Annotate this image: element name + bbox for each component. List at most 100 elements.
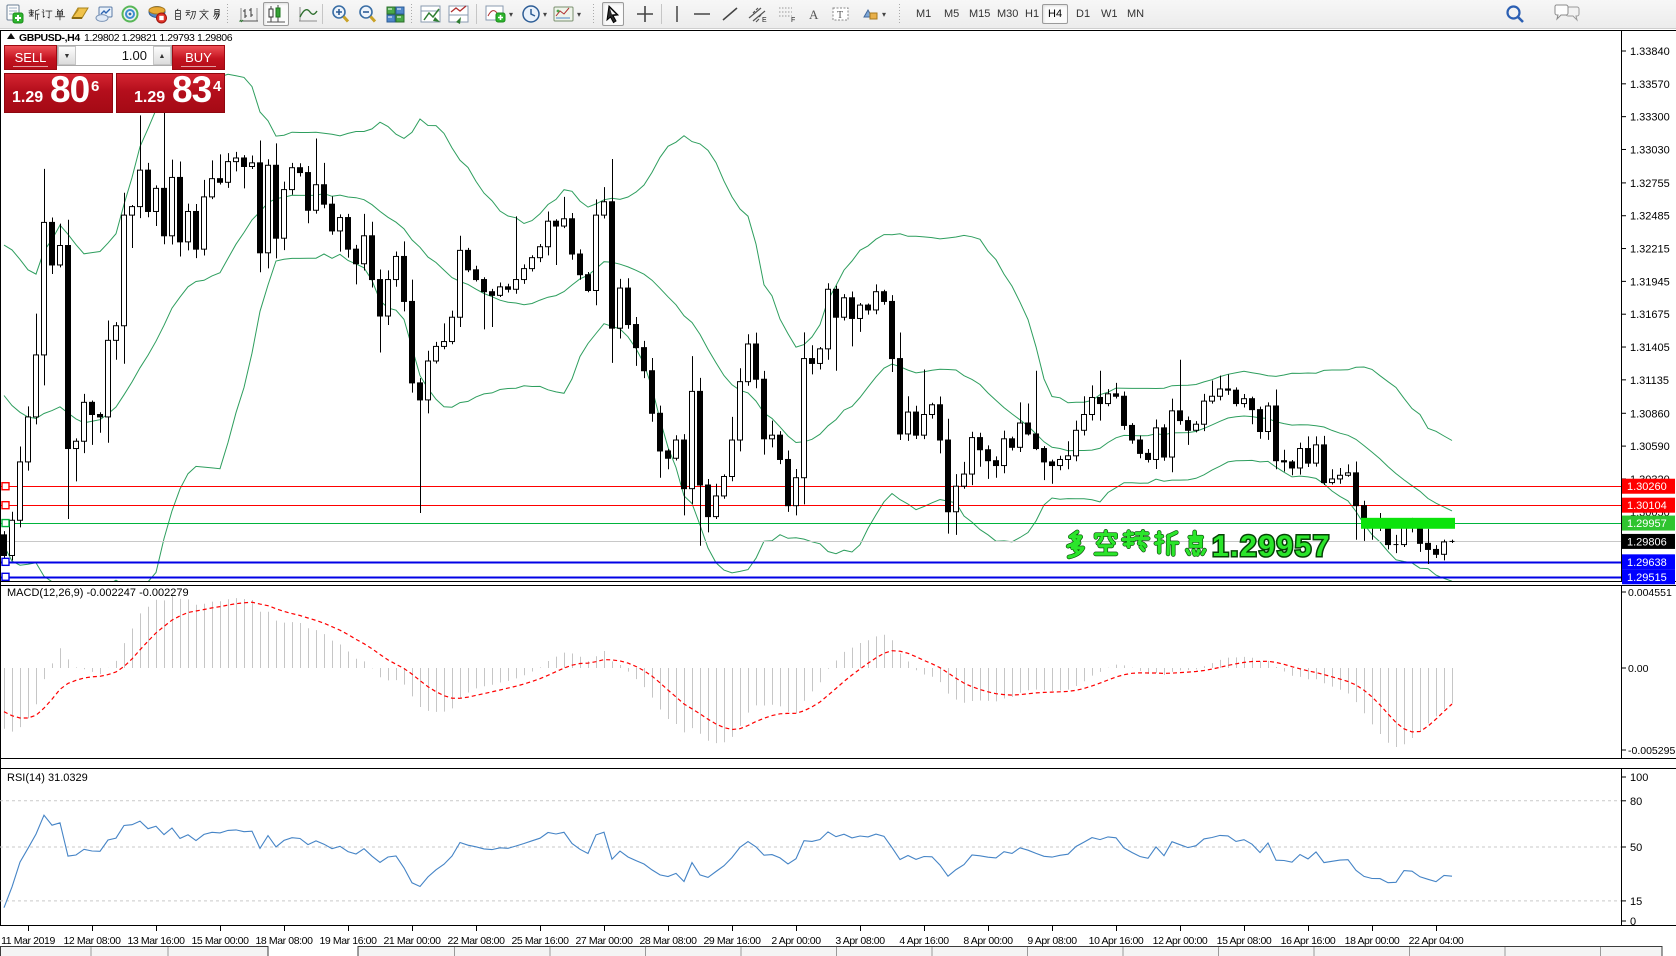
history-center-button[interactable] xyxy=(68,2,92,26)
candle-body-bull xyxy=(1209,395,1215,402)
channel-tool-button[interactable]: E xyxy=(745,2,771,26)
hline-handle[interactable] xyxy=(1,482,10,491)
signals-button[interactable] xyxy=(119,2,141,26)
candle-body-bull xyxy=(113,325,119,341)
trendline-icon xyxy=(722,7,738,21)
tab-timeframe-m5[interactable]: M5 xyxy=(944,8,960,20)
candle-body-bull xyxy=(825,288,831,350)
candle-body-bear xyxy=(1129,424,1135,441)
bar-chart-icon xyxy=(239,8,258,23)
candle-body-bear xyxy=(193,210,199,250)
candle-body-bull xyxy=(1313,444,1319,464)
candle-body-bear xyxy=(665,450,671,459)
add-indicator-dropdown[interactable]: ▾ xyxy=(509,9,514,19)
volume-decrease-button[interactable]: ▼ xyxy=(58,46,76,65)
clock-icon xyxy=(522,5,540,23)
collapse-triangle-icon[interactable] xyxy=(7,33,15,39)
zoom-out-button[interactable] xyxy=(355,2,381,26)
tab-timeframe-w1[interactable]: W1 xyxy=(1101,8,1118,20)
candle-body-bear xyxy=(889,300,895,360)
text-label-tool-button[interactable]: T xyxy=(829,2,853,26)
crosshair-tool-button[interactable] xyxy=(633,2,657,26)
hline-handle[interactable] xyxy=(1,557,10,567)
period-dropdown[interactable]: ▾ xyxy=(543,9,548,19)
cursor-icon xyxy=(606,4,620,24)
svg-text:GBPUSD-,H4: GBPUSD-,H4 xyxy=(19,32,80,44)
vline-tool-button[interactable] xyxy=(667,2,687,26)
candle-body-bull xyxy=(1193,423,1199,431)
period-button[interactable]: ▾ xyxy=(519,2,549,26)
text-tool-button[interactable]: A xyxy=(803,2,825,26)
fibonacci-tool-button[interactable]: F xyxy=(774,2,800,26)
market-watch-button[interactable] xyxy=(93,2,117,26)
annotation-text[interactable]: 1.29957 xyxy=(1065,529,1331,565)
time-axis[interactable]: 11 Mar 2019 12 Mar 08:00 13 Mar 16:00 15 Ma… xyxy=(1,926,1464,947)
price-chart-panel: 1.29957 xyxy=(0,73,1621,581)
trendline-tool-button[interactable] xyxy=(718,2,742,26)
sell-button[interactable]: SELL xyxy=(4,45,57,70)
price-tick-label: 1.33300 xyxy=(1630,112,1670,124)
sell-price-box[interactable]: 1.29 80 6 xyxy=(4,69,113,113)
tab-timeframe-mn[interactable]: MN xyxy=(1127,8,1145,20)
price-tick-label: 1.32485 xyxy=(1630,211,1670,223)
fibonacci-icon: F xyxy=(779,7,795,24)
candle-body-bear xyxy=(609,201,615,329)
search-button[interactable] xyxy=(1502,2,1528,26)
tab-timeframe-h1[interactable]: H1 xyxy=(1025,8,1040,20)
tab-timeframe-h4[interactable]: H4 xyxy=(1042,4,1069,24)
shapes-dropdown[interactable]: ▾ xyxy=(882,9,887,19)
autotrading-label xyxy=(175,8,220,20)
zoom-in-button[interactable] xyxy=(328,2,354,26)
new-order-label xyxy=(28,8,66,20)
tab-timeframe-m1[interactable]: M1 xyxy=(916,8,932,20)
history-center-icon xyxy=(71,7,89,19)
add-indicator-button[interactable]: ▾ xyxy=(482,2,515,26)
volume-increase-button[interactable]: ▲ xyxy=(153,46,171,65)
chat-button[interactable] xyxy=(1552,2,1582,26)
volume-input[interactable]: 1.00 xyxy=(121,48,147,63)
price-label-text: 1.30104 xyxy=(1627,500,1667,512)
new-order-button[interactable] xyxy=(2,2,69,26)
line-chart-button[interactable] xyxy=(295,2,321,26)
candle-body-bull xyxy=(793,477,799,507)
tile-windows-button[interactable] xyxy=(383,2,408,26)
hline-handle[interactable] xyxy=(1,572,10,581)
tab-timeframe-m30[interactable]: M30 xyxy=(997,8,1019,20)
rsi-axis-label: 100 xyxy=(1630,772,1648,784)
highlight-rectangle[interactable] xyxy=(1361,517,1455,529)
indicator-window-button[interactable] xyxy=(417,2,444,26)
candle-body-bear xyxy=(305,172,311,211)
buy-price-box[interactable]: 1.29 83 4 xyxy=(116,69,225,113)
candle-body-bull xyxy=(17,461,23,521)
candlestick-chart-button[interactable] xyxy=(263,2,289,26)
text-tool-icon: A xyxy=(809,7,819,22)
bar-chart-button[interactable] xyxy=(236,2,262,26)
template-dropdown[interactable]: ▾ xyxy=(577,9,582,19)
candle-body-bull xyxy=(225,161,231,183)
autotrading-button[interactable] xyxy=(145,2,226,26)
candle-body-bull xyxy=(497,286,503,296)
candle-body-bull xyxy=(1241,398,1247,405)
candle-body-bull xyxy=(1217,388,1223,397)
template-button[interactable]: ▾ xyxy=(550,2,583,26)
time-tick-label: 12 Mar 08:00 xyxy=(63,935,121,947)
tab-timeframe-d1[interactable]: D1 xyxy=(1076,8,1091,20)
cursor-tool-button[interactable] xyxy=(602,2,624,26)
shapes-tool-button[interactable]: ▾ xyxy=(858,2,888,26)
price-axis[interactable]: 1.33840 1.33570 1.33300 1.33030 1.32755 1.324… xyxy=(1622,46,1675,928)
price-label-bg xyxy=(1622,554,1675,570)
price-label-1.30104: 1.30104 xyxy=(1622,497,1675,513)
time-tick-label: 28 Mar 08:00 xyxy=(639,935,697,947)
candle-body-bull xyxy=(1001,438,1007,467)
tab-timeframe-m15[interactable]: M15 xyxy=(969,8,991,20)
hline-handle[interactable] xyxy=(1,518,10,528)
buy-button[interactable]: BUY xyxy=(172,45,225,70)
hline-handle[interactable] xyxy=(1,500,10,510)
indicator-subwindow-button[interactable] xyxy=(445,2,472,26)
candle-body-bull xyxy=(537,246,543,259)
hline-tool-button[interactable] xyxy=(689,2,715,26)
candle-body-bear xyxy=(1009,438,1015,448)
candle-body-bull xyxy=(281,189,287,239)
candle-body-bear xyxy=(865,304,871,311)
